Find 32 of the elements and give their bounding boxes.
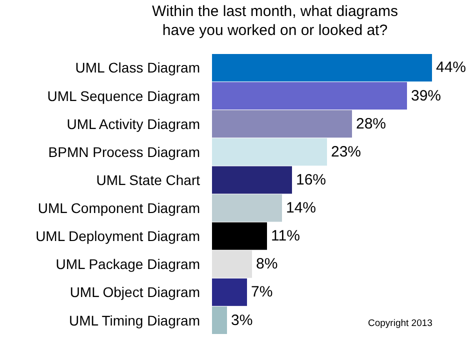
data-label: 11% — [271, 228, 300, 245]
bar — [212, 194, 282, 222]
y-tick-label: UML Timing Diagram — [69, 312, 200, 328]
y-tick-label: UML Package Diagram — [56, 256, 200, 272]
data-label: 3% — [231, 312, 253, 329]
data-label: 23% — [331, 143, 362, 160]
y-tick-label: BPMN Process Diagram — [48, 144, 200, 160]
bar — [212, 54, 432, 82]
data-label: 8% — [256, 256, 278, 273]
data-label: 44% — [436, 59, 466, 76]
y-tick-label: UML Component Diagram — [38, 200, 200, 216]
data-label: 14% — [286, 200, 316, 217]
y-tick-label: UML Object Diagram — [70, 284, 200, 300]
bar — [212, 306, 227, 334]
bar — [212, 138, 327, 166]
y-tick-label: UML Activity Diagram — [66, 116, 200, 132]
data-label: 7% — [251, 284, 273, 301]
chart-title: Within the last month, what diagrams have you worked on or looked at? — [152, 3, 398, 39]
bar — [212, 222, 267, 250]
bar — [212, 166, 292, 194]
bar — [212, 278, 247, 306]
bar — [212, 110, 352, 138]
data-label: 16% — [296, 171, 326, 188]
data-label: 39% — [411, 87, 442, 104]
y-tick-label: UML Sequence Diagram — [47, 88, 200, 104]
y-tick-label: UML Deployment Diagram — [36, 228, 200, 244]
y-tick-label: UML Class Diagram — [75, 60, 200, 76]
data-label: 28% — [356, 115, 386, 132]
y-tick-label: UML State Chart — [96, 172, 200, 188]
bar — [212, 250, 252, 278]
annotation: Copyright 2013 — [368, 318, 432, 329]
bar — [212, 82, 407, 110]
